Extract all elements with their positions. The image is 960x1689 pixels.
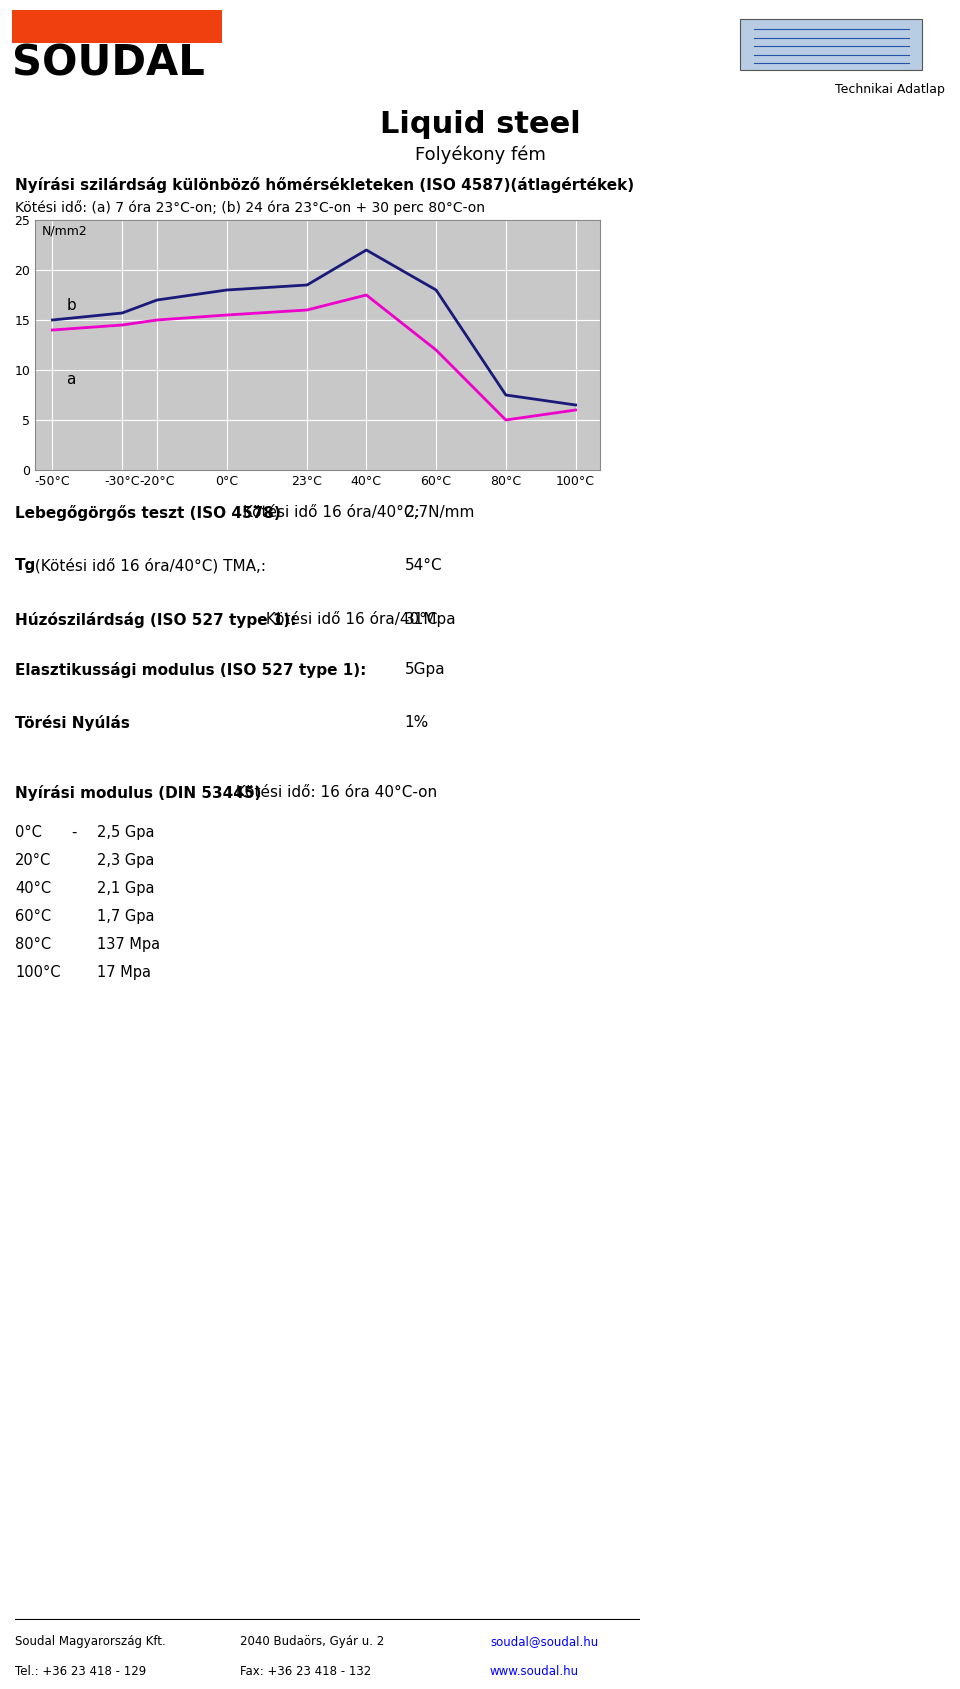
Text: 1%: 1% — [404, 714, 429, 730]
Bar — [740, 19, 923, 71]
Text: 60°C: 60°C — [15, 909, 51, 924]
Text: 54°C: 54°C — [404, 557, 442, 573]
Text: Folyékony fém: Folyékony fém — [415, 145, 545, 164]
Text: Fax: +36 23 418 - 132: Fax: +36 23 418 - 132 — [240, 1665, 372, 1677]
Text: 40°C: 40°C — [15, 882, 51, 895]
Text: 1,7 Gpa: 1,7 Gpa — [97, 909, 155, 924]
Text: 2,3 Gpa: 2,3 Gpa — [97, 853, 155, 868]
Text: Kötési idő 16 óra/40°C: Kötési idő 16 óra/40°C — [261, 611, 438, 627]
Text: 80°C: 80°C — [15, 937, 51, 953]
Text: Tel.: +36 23 418 - 129: Tel.: +36 23 418 - 129 — [15, 1665, 146, 1677]
Text: Elasztikussági modulus (ISO 527 type 1):: Elasztikussági modulus (ISO 527 type 1): — [15, 662, 367, 677]
Text: Lebegőgörgős teszt (ISO 4578): Lebegőgörgős teszt (ISO 4578) — [15, 505, 280, 520]
Text: 0°C: 0°C — [15, 824, 42, 839]
Text: N/mm2: N/mm2 — [42, 225, 87, 238]
Text: www.soudal.hu: www.soudal.hu — [490, 1665, 579, 1677]
Text: 31Mpa: 31Mpa — [404, 611, 456, 627]
Text: 20°C: 20°C — [15, 853, 51, 868]
Text: Technikai Adatlap: Technikai Adatlap — [835, 83, 945, 96]
Text: 137 Mpa: 137 Mpa — [97, 937, 160, 953]
Text: 5Gpa: 5Gpa — [404, 662, 445, 677]
Text: -: - — [71, 824, 77, 839]
Text: (Kötési idő 16 óra/40°C) TMA,:: (Kötési idő 16 óra/40°C) TMA,: — [31, 557, 266, 574]
Text: 100°C: 100°C — [15, 964, 60, 980]
Text: Húzószilárdság (ISO 527 type 1):: Húzószilárdság (ISO 527 type 1): — [15, 611, 297, 628]
Text: 2,1 Gpa: 2,1 Gpa — [97, 882, 155, 895]
Text: Kötési idő 16 óra/40°C:: Kötési idő 16 óra/40°C: — [238, 505, 420, 520]
Text: Tg: Tg — [15, 557, 36, 573]
Text: soudal@soudal.hu: soudal@soudal.hu — [490, 1635, 598, 1648]
Text: a: a — [66, 373, 76, 387]
Text: Törési Nyúlás: Törési Nyúlás — [15, 714, 130, 731]
Text: Nyírási modulus (DIN 53445): Nyírási modulus (DIN 53445) — [15, 785, 261, 801]
Bar — [12, 10, 222, 42]
Text: Soudal Magyarország Kft.: Soudal Magyarország Kft. — [15, 1635, 166, 1648]
Text: 2,7N/mm: 2,7N/mm — [404, 505, 475, 520]
Text: Nyírási szilárdság különböző hőmérsékleteken (ISO 4587)(átlagértékek): Nyírási szilárdság különböző hőmérséklet… — [15, 177, 635, 193]
Text: SOUDAL: SOUDAL — [12, 42, 204, 84]
Text: 17 Mpa: 17 Mpa — [97, 964, 151, 980]
Text: 2,5 Gpa: 2,5 Gpa — [97, 824, 155, 839]
Text: Liquid steel: Liquid steel — [379, 110, 581, 138]
Text: Kötési idő: 16 óra 40°C-on: Kötési idő: 16 óra 40°C-on — [230, 785, 437, 801]
Text: b: b — [66, 297, 76, 312]
Text: 2040 Budaörs, Gyár u. 2: 2040 Budaörs, Gyár u. 2 — [240, 1635, 384, 1648]
Text: Kötési idő: (a) 7 óra 23°C-on; (b) 24 óra 23°C-on + 30 perc 80°C-on: Kötési idő: (a) 7 óra 23°C-on; (b) 24 ór… — [15, 199, 485, 215]
